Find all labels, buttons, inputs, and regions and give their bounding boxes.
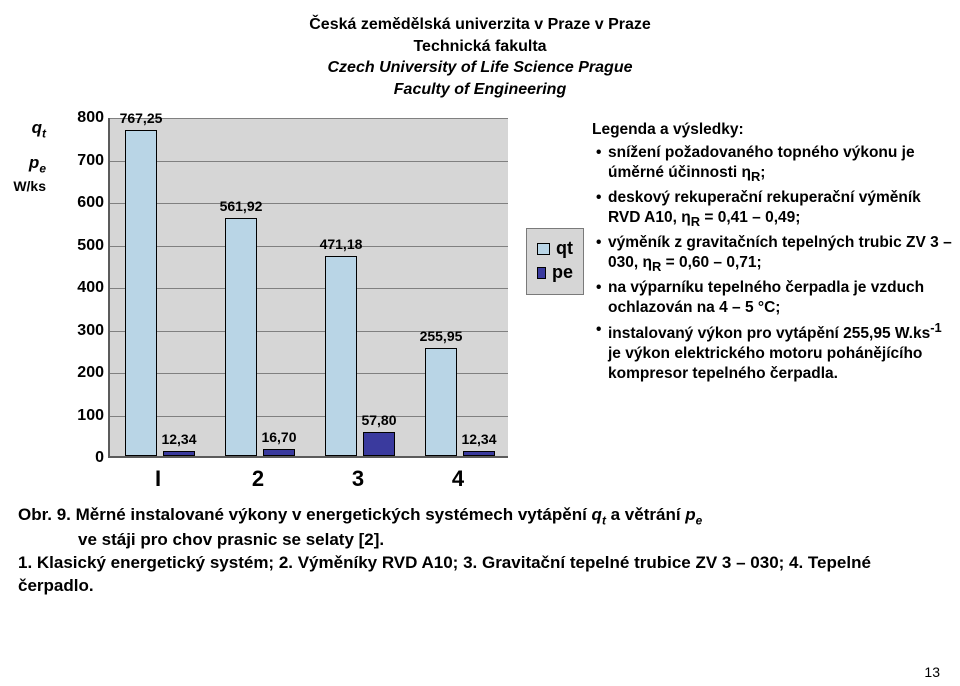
- caption-pe-sym: p: [685, 505, 695, 524]
- bar-label: 57,80: [349, 412, 409, 428]
- bar-qt: [225, 218, 257, 457]
- bar-qt: [125, 130, 157, 456]
- bar-pe: [363, 432, 395, 457]
- y-tick-label: 200: [58, 364, 104, 382]
- legend-label: pe: [552, 262, 573, 283]
- legend: qt pe: [526, 228, 584, 295]
- figure-caption: Obr. 9. Měrné instalované výkony v energ…: [18, 504, 942, 597]
- y-tick-label: 400: [58, 279, 104, 297]
- y-tick-label: 0: [58, 449, 104, 467]
- bar-label: 16,70: [249, 429, 309, 445]
- bullet-item: snížení požadovaného topného výkonu je ú…: [596, 143, 956, 186]
- caption-l2: ve stáji pro chov prasnic se selaty [2].: [18, 529, 942, 552]
- bar-pe: [263, 449, 295, 456]
- y-axis-label: qt pe W/ks: [0, 118, 50, 194]
- bullet-item: výměník z gravitačních tepelných trubic …: [596, 233, 956, 276]
- x-tick-label: 4: [438, 466, 478, 492]
- bar-label: 471,18: [311, 236, 371, 252]
- results-text: Legenda a výsledky: snížení požadovaného…: [592, 118, 956, 386]
- header: Česká zemědělská univerzita v Praze v Pr…: [0, 0, 960, 100]
- bar-label: 12,34: [149, 431, 209, 447]
- page-number: 13: [924, 664, 940, 680]
- y-tick-label: 600: [58, 194, 104, 212]
- legend-label: qt: [556, 238, 573, 259]
- legend-item-pe: pe: [537, 262, 573, 283]
- header-line-2: Technická fakulta: [0, 36, 960, 58]
- bullet-item: deskový rekuperační rekuperační výměník …: [596, 188, 956, 231]
- legend-swatch: [537, 267, 546, 279]
- chart: 0100200300400500600700800 767,2512,34561…: [58, 118, 518, 498]
- results-heading: Legenda a výsledky:: [592, 120, 956, 140]
- legend-item-qt: qt: [537, 238, 573, 259]
- y-tick-label: 800: [58, 109, 104, 127]
- header-line-1: Česká zemědělská univerzita v Praze v Pr…: [0, 14, 960, 36]
- caption-pe-sub: e: [696, 514, 703, 528]
- gridline: [110, 203, 508, 204]
- caption-l3: 1. Klasický energetický systém; 2. Výměn…: [18, 552, 942, 598]
- bar-label: 767,25: [111, 110, 171, 126]
- bar-label: 12,34: [449, 431, 509, 447]
- y-tick-label: 500: [58, 237, 104, 255]
- header-line-4: Faculty of Engineering: [0, 79, 960, 101]
- header-line-3: Czech University of Life Science Prague: [0, 57, 960, 79]
- y-tick-label: 700: [58, 152, 104, 170]
- legend-swatch: [537, 243, 550, 255]
- x-tick-label: I: [138, 466, 178, 492]
- bullet-item: na výparníku tepelného čerpadla je vzduc…: [596, 278, 956, 318]
- plot-area: 767,2512,34561,9216,70471,1857,80255,951…: [108, 118, 508, 458]
- x-tick-label: 2: [238, 466, 278, 492]
- bar-label: 561,92: [211, 198, 271, 214]
- main-row: qt pe W/ks 0100200300400500600700800 767…: [0, 118, 960, 498]
- y-tick-label: 100: [58, 407, 104, 425]
- bullet-list: snížení požadovaného topného výkonu je ú…: [592, 143, 956, 385]
- y-tick-label: 300: [58, 322, 104, 340]
- qt-sub: t: [42, 127, 46, 141]
- bullet-item: instalovaný výkon pro vytápění 255,95 W.…: [596, 320, 956, 385]
- qt-symbol: q: [32, 118, 42, 137]
- caption-qt-sym: q: [592, 505, 602, 524]
- bar-label: 255,95: [411, 328, 471, 344]
- caption-l1d: a větrání: [606, 505, 685, 524]
- x-tick-label: 3: [338, 466, 378, 492]
- unit-label: W/ks: [0, 178, 46, 195]
- pe-symbol: p: [29, 153, 39, 172]
- gridline: [110, 246, 508, 247]
- bar-pe: [163, 451, 195, 456]
- bar-pe: [463, 451, 495, 456]
- pe-sub: e: [39, 162, 46, 176]
- gridline: [110, 161, 508, 162]
- gridline: [110, 288, 508, 289]
- caption-l1a: Obr. 9. Měrné instalované výkony v energ…: [18, 505, 592, 524]
